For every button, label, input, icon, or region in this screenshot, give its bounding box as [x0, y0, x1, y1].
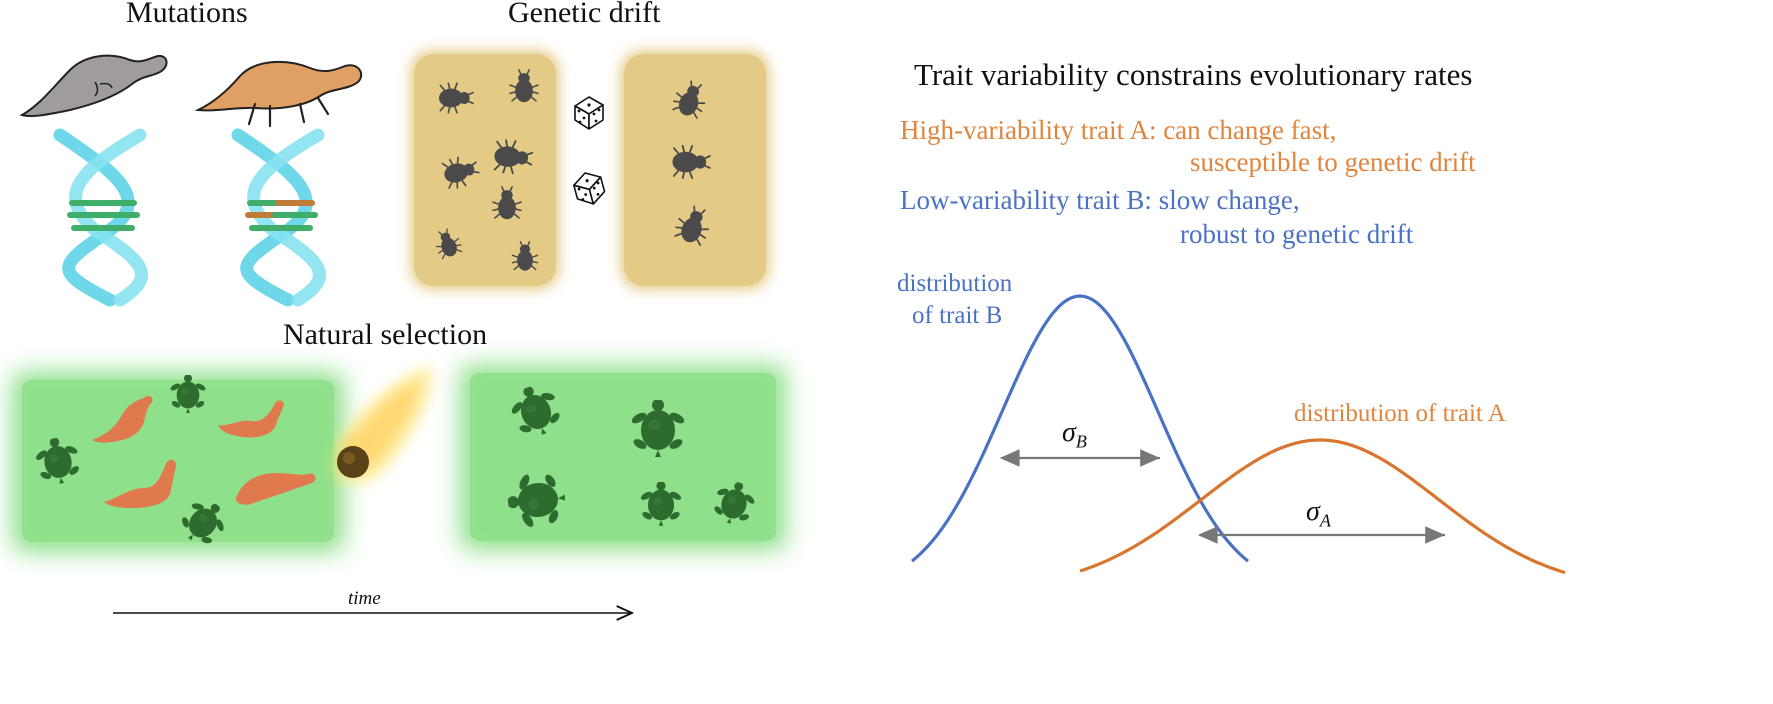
sigma-subscript: A: [1319, 510, 1331, 531]
natural-selection-panel: [12, 365, 786, 553]
sigma-subscript: B: [1075, 431, 1087, 452]
creature-icon: [194, 60, 363, 112]
dice-icon: [574, 96, 604, 130]
sigma-symbol: σ: [1306, 496, 1320, 527]
natural-selection-heading: Natural selection: [283, 318, 488, 351]
right-panel-title: Trait variability constrains evolutionar…: [914, 57, 1473, 92]
dinosaur-icon: [218, 400, 284, 438]
mutations-heading: Mutations: [126, 0, 248, 29]
sigma-b-label: σB: [1062, 417, 1087, 453]
trait-b-description-line1: Low-variability trait B: slow change,: [900, 185, 1300, 215]
dna-helix-icon: [53, 128, 148, 307]
dice-icon: [570, 168, 608, 209]
creature-icon: [19, 54, 168, 118]
dinosaur-icon: [104, 459, 176, 508]
genetic-drift-panel: [410, 50, 770, 290]
genetic-drift-heading: Genetic drift: [508, 0, 661, 29]
trait-a-description-line2: susceptible to genetic drift: [1190, 147, 1476, 177]
trait-a-distribution-label: distribution of trait A: [1294, 400, 1506, 427]
sigma-a-label: σA: [1306, 496, 1331, 532]
dinosaur-icon: [235, 473, 316, 505]
mutations-panel: [19, 54, 363, 307]
dna-helix-icon: [231, 128, 326, 307]
trait-a-description-line1: High-variability trait A: can change fas…: [900, 115, 1337, 145]
distribution-curve-trait-b: [910, 294, 1250, 563]
trait-b-description-line2: robust to genetic drift: [1180, 219, 1414, 249]
meteor-icon: [330, 365, 433, 486]
dinosaur-icon: [92, 395, 153, 443]
trait-b-distribution-label-line1: distribution: [897, 270, 1013, 297]
trait-b-distribution-label-line2: of trait B: [912, 302, 1003, 329]
sigma-symbol: σ: [1062, 417, 1076, 448]
distribution-curve-trait-a: [1079, 438, 1566, 575]
time-axis-label: time: [348, 588, 381, 609]
